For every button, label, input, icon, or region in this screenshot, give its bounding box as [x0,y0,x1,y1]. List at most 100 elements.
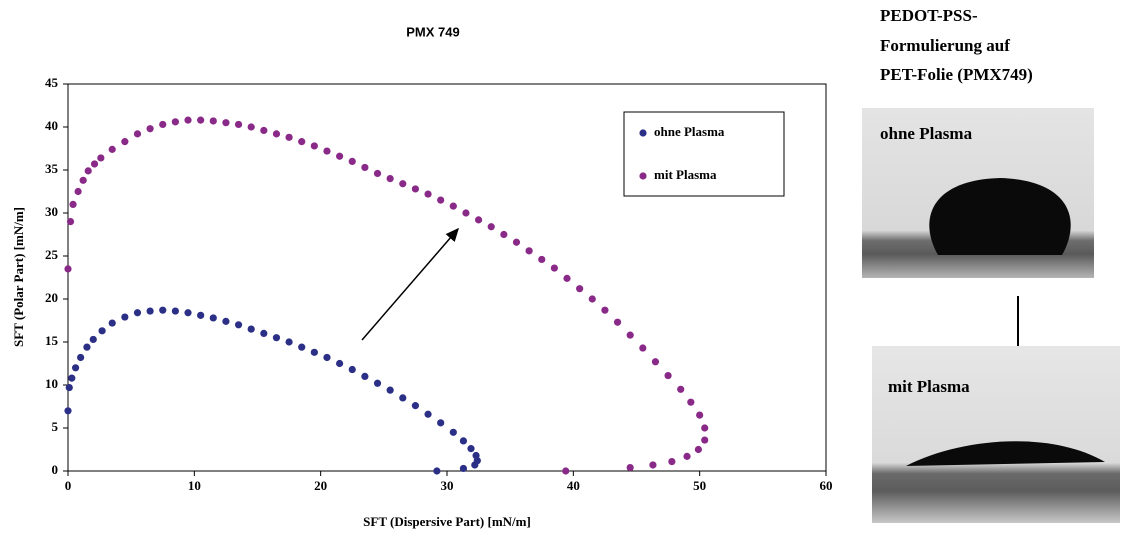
point [83,344,90,351]
point [500,231,507,238]
point [197,312,204,319]
point [649,461,656,468]
point [147,125,154,132]
point [614,319,621,326]
legend-marker [639,172,646,179]
point [695,446,702,453]
point [273,130,280,137]
point [235,321,242,328]
point [121,313,128,320]
point [526,247,533,254]
trend-arrow [362,229,458,340]
y-tick-label: 25 [45,247,59,262]
point [563,275,570,282]
point [361,373,368,380]
point [683,453,690,460]
point [248,326,255,333]
point [462,209,469,216]
y-tick-label: 0 [52,462,59,477]
point [701,436,708,443]
y-tick-label: 30 [45,204,58,219]
point [121,138,128,145]
point [475,216,482,223]
y-tick-label: 20 [45,290,58,305]
point [437,419,444,426]
point [349,158,356,165]
point [576,285,583,292]
point [412,402,419,409]
panel-title: PEDOT-PSS- [880,6,978,25]
point [64,407,71,414]
point [222,119,229,126]
point [488,223,495,230]
point [197,117,204,124]
point [75,188,82,195]
x-axis-label: SFT (Dispersive Part) [mN/m] [363,514,531,529]
chart-title: PMX 749 [406,24,459,39]
legend-label: mit Plasma [654,167,717,182]
point [323,147,330,154]
point [248,123,255,130]
point [387,387,394,394]
y-tick-label: 5 [52,419,59,434]
x-tick-label: 10 [188,478,201,493]
point [311,349,318,356]
point [97,154,104,161]
point [159,121,166,128]
y-axis-label: SFT (Polar Part) [mN/m] [11,207,26,347]
figure: PMX 749 SFT (Dispersive Part) [mN/m] SFT… [0,0,1134,541]
photo-bottom [872,346,1120,523]
point [399,394,406,401]
y-tick-label: 35 [45,161,59,176]
panel-title: Formulierung auf [880,36,1010,55]
point [323,354,330,361]
point [412,185,419,192]
point [311,142,318,149]
point [460,465,467,472]
point [68,375,75,382]
point [72,364,79,371]
photo-label: ohne Plasma [880,124,973,143]
legend-marker [639,129,646,136]
point [467,445,474,452]
point [64,265,71,272]
point [696,412,703,419]
point [538,256,545,263]
point [99,327,106,334]
legend-label: ohne Plasma [654,124,725,139]
photo-label: mit Plasma [888,377,970,396]
y-tick-label: 45 [45,75,59,90]
point [172,118,179,125]
point [627,464,634,471]
point [424,190,431,197]
x-tick-label: 60 [820,478,833,493]
x-tick-label: 40 [567,478,580,493]
point [639,344,646,351]
y-tick-label: 40 [45,118,58,133]
point [134,130,141,137]
point [90,336,97,343]
point [433,467,440,474]
point [67,218,74,225]
x-tick-label: 50 [693,478,706,493]
point [601,307,608,314]
point [85,167,92,174]
point [109,319,116,326]
point [80,177,87,184]
point [687,399,694,406]
point [677,386,684,393]
point [627,332,634,339]
point [273,334,280,341]
point [450,429,457,436]
point [424,411,431,418]
point [336,153,343,160]
point [298,138,305,145]
point [210,117,217,124]
point [285,134,292,141]
point [551,264,558,271]
point [285,338,292,345]
point [260,330,267,337]
point [387,175,394,182]
point [235,121,242,128]
point [69,201,76,208]
